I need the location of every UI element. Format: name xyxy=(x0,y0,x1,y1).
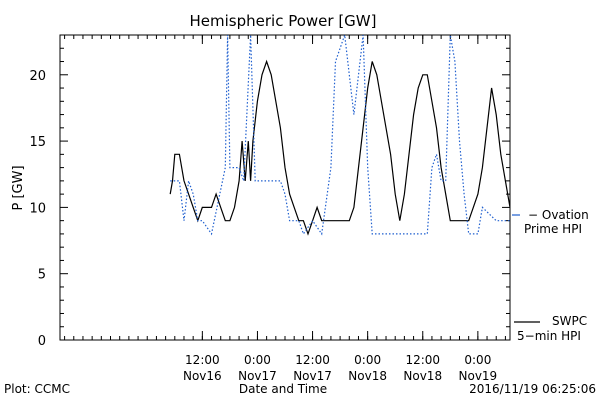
plot-frame xyxy=(59,34,511,341)
x-tick-label-time: 12:00 xyxy=(185,353,220,367)
x-tick-label-date: Nov19 xyxy=(459,369,498,383)
x-tick-label-time: 0:00 xyxy=(244,353,271,367)
x-tick-label-time: 0:00 xyxy=(354,353,381,367)
ovation-legend-label-2: Prime HPI xyxy=(524,222,582,236)
x-tick-label-date: Nov18 xyxy=(403,369,442,383)
y-tick-label: 5 xyxy=(38,268,46,283)
x-tick-label-time: 12:00 xyxy=(405,353,440,367)
y-tick-label: 10 xyxy=(29,201,46,216)
plot-area: 0 5 10 15 20 12:00 Nov16 0:00 Nov17 12:00 Nov17 0:0… xyxy=(29,34,589,383)
x-tick-label-date: Nov17 xyxy=(293,369,332,383)
y-tick-label: 15 xyxy=(29,135,46,150)
y-axis-label: P [GW] xyxy=(11,165,26,210)
swpc-legend-label-2: 5−min HPI xyxy=(517,329,581,343)
ovation-legend-label: − Ovation xyxy=(528,208,589,222)
y-tick-label: 0 xyxy=(38,334,46,349)
plot-timestamp: 2016/11/19 06:25:06 xyxy=(469,382,596,396)
x-axis-label: Date and Time xyxy=(239,382,327,396)
x-tick-label-date: Nov17 xyxy=(238,369,277,383)
swpc-legend-label: SWPC xyxy=(552,314,587,328)
x-tick-label-date: Nov16 xyxy=(183,369,222,383)
x-tick-label-time: 12:00 xyxy=(295,353,330,367)
ovation-series-line xyxy=(170,35,510,236)
y-tick-label: 20 xyxy=(29,69,46,84)
chart-title: Hemispheric Power [GW] xyxy=(190,12,377,30)
plot-credit: Plot: CCMC xyxy=(4,382,70,396)
x-tick-label-date: Nov18 xyxy=(348,369,387,383)
x-tick-label-time: 0:00 xyxy=(464,353,491,367)
swpc-series-line xyxy=(169,59,510,236)
